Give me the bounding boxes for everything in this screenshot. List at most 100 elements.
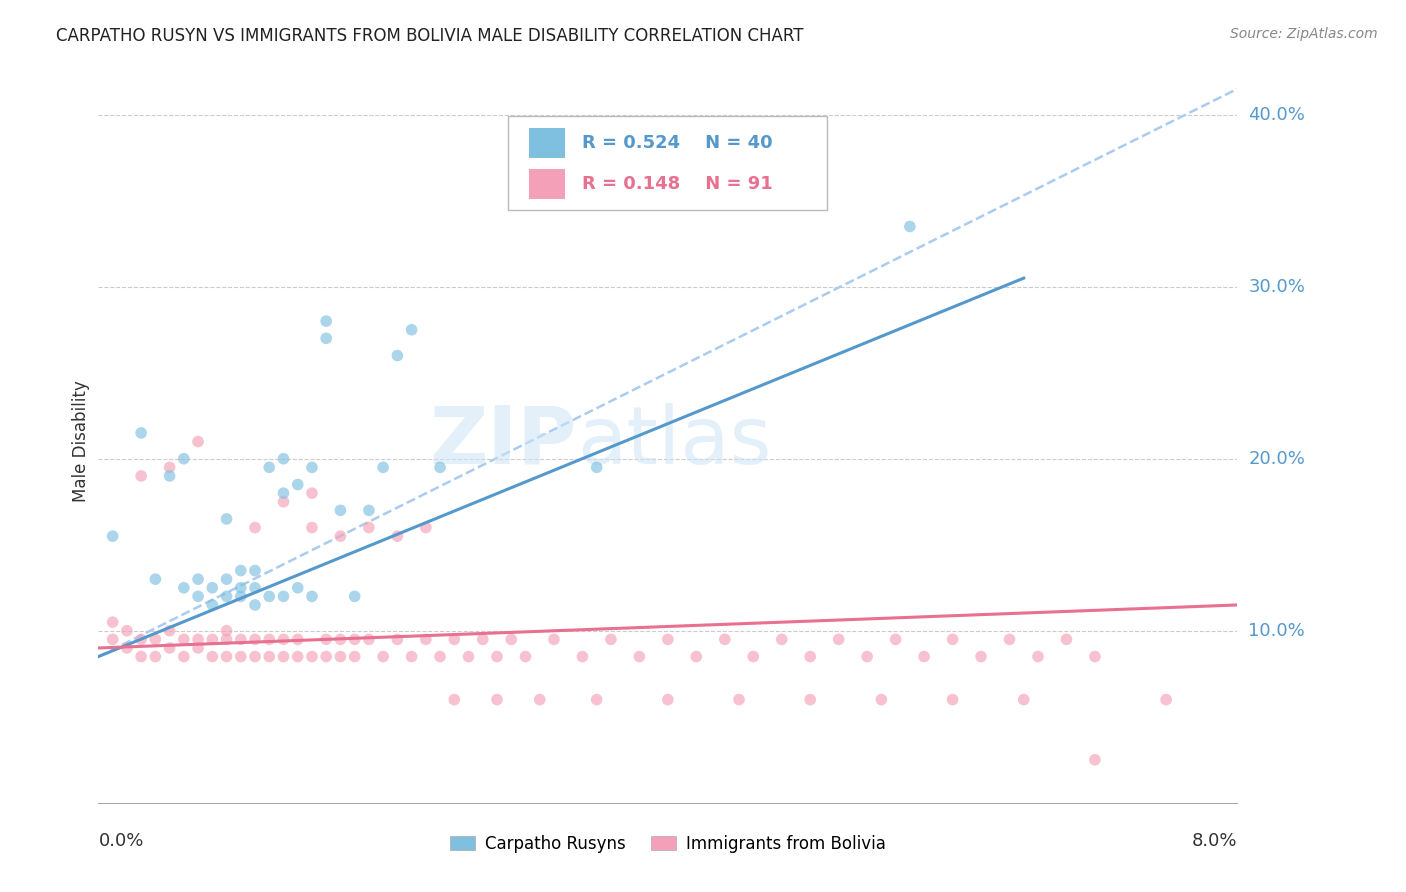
- Text: 20.0%: 20.0%: [1249, 450, 1305, 467]
- Point: [115, 640, 138, 655]
- Point: [301, 486, 323, 500]
- Point: [357, 520, 380, 534]
- Point: [401, 323, 423, 337]
- Point: [287, 632, 309, 647]
- Point: [259, 649, 281, 664]
- Point: [315, 331, 337, 345]
- Point: [273, 486, 295, 500]
- Point: [187, 632, 209, 647]
- Point: [471, 632, 494, 647]
- Point: [229, 649, 252, 664]
- Point: [187, 590, 209, 604]
- Point: [273, 632, 295, 647]
- Point: [942, 632, 965, 647]
- Point: [515, 649, 537, 664]
- Point: [387, 632, 409, 647]
- FancyBboxPatch shape: [509, 117, 827, 211]
- Point: [243, 649, 266, 664]
- Point: [187, 434, 209, 449]
- Point: [329, 503, 352, 517]
- Point: [145, 572, 167, 586]
- Point: [215, 590, 238, 604]
- Point: [301, 460, 323, 475]
- Point: [201, 581, 224, 595]
- Point: [273, 649, 295, 664]
- Point: [401, 649, 423, 664]
- Point: [329, 529, 352, 543]
- FancyBboxPatch shape: [529, 128, 565, 158]
- Point: [201, 632, 224, 647]
- Point: [443, 632, 465, 647]
- Point: [273, 590, 295, 604]
- Point: [145, 632, 167, 647]
- Point: [215, 572, 238, 586]
- Point: [429, 649, 451, 664]
- Point: [159, 640, 181, 655]
- Point: [287, 649, 309, 664]
- Point: [129, 649, 152, 664]
- Point: [912, 649, 935, 664]
- Text: atlas: atlas: [576, 402, 770, 481]
- Point: [870, 692, 893, 706]
- Point: [187, 640, 209, 655]
- Point: [301, 649, 323, 664]
- Point: [243, 564, 266, 578]
- Point: [101, 632, 124, 647]
- Point: [357, 632, 380, 647]
- Point: [315, 632, 337, 647]
- Point: [201, 649, 224, 664]
- Legend: Carpatho Rusyns, Immigrants from Bolivia: Carpatho Rusyns, Immigrants from Bolivia: [443, 828, 893, 860]
- Point: [145, 649, 167, 664]
- Point: [215, 512, 238, 526]
- Point: [343, 632, 366, 647]
- Point: [970, 649, 993, 664]
- Point: [173, 581, 195, 595]
- Point: [415, 520, 437, 534]
- Point: [215, 649, 238, 664]
- Point: [685, 649, 707, 664]
- Point: [129, 425, 152, 440]
- Point: [129, 632, 152, 647]
- Point: [229, 581, 252, 595]
- Point: [229, 564, 252, 578]
- Point: [770, 632, 793, 647]
- Point: [173, 649, 195, 664]
- Point: [585, 460, 607, 475]
- Point: [1084, 753, 1107, 767]
- Text: CARPATHO RUSYN VS IMMIGRANTS FROM BOLIVIA MALE DISABILITY CORRELATION CHART: CARPATHO RUSYN VS IMMIGRANTS FROM BOLIVI…: [56, 27, 804, 45]
- Point: [657, 632, 679, 647]
- Point: [159, 624, 181, 638]
- Point: [884, 632, 907, 647]
- Point: [898, 219, 921, 234]
- Point: [259, 632, 281, 647]
- Point: [486, 692, 509, 706]
- Point: [799, 649, 821, 664]
- Point: [1084, 649, 1107, 664]
- Point: [343, 590, 366, 604]
- Point: [129, 469, 152, 483]
- Point: [714, 632, 737, 647]
- Point: [315, 314, 337, 328]
- Text: Source: ZipAtlas.com: Source: ZipAtlas.com: [1230, 27, 1378, 41]
- Point: [315, 649, 337, 664]
- Point: [742, 649, 765, 664]
- Point: [243, 598, 266, 612]
- Point: [1154, 692, 1177, 706]
- Point: [243, 520, 266, 534]
- Point: [756, 185, 779, 199]
- Point: [628, 649, 651, 664]
- Point: [657, 692, 679, 706]
- Point: [429, 460, 451, 475]
- Text: ZIP: ZIP: [429, 402, 576, 481]
- Point: [229, 590, 252, 604]
- Point: [201, 598, 224, 612]
- Point: [501, 632, 523, 647]
- Point: [371, 649, 394, 664]
- Point: [329, 632, 352, 647]
- Point: [457, 649, 479, 664]
- Point: [301, 520, 323, 534]
- Point: [856, 649, 879, 664]
- Point: [1026, 649, 1049, 664]
- Point: [343, 649, 366, 664]
- Text: 30.0%: 30.0%: [1249, 277, 1305, 296]
